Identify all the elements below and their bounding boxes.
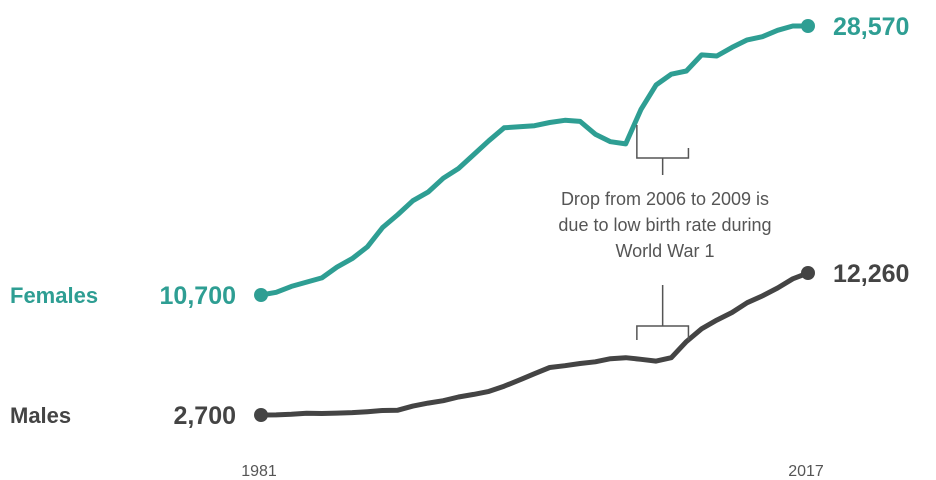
females-start-value: 10,700 bbox=[160, 282, 236, 310]
series-layer bbox=[254, 19, 815, 422]
x-tick-label-end: 2017 bbox=[788, 463, 824, 480]
males-series-line bbox=[258, 270, 811, 418]
females-start-point bbox=[254, 288, 268, 302]
males-end-value: 12,260 bbox=[833, 260, 909, 288]
annotation-bracket-lower bbox=[636, 285, 690, 340]
annotation-line: World War 1 bbox=[615, 241, 714, 261]
females-end-value: 28,570 bbox=[833, 13, 909, 41]
females-series-line bbox=[258, 23, 811, 298]
x-tick-label-start: 1981 bbox=[241, 463, 277, 480]
annotation-line: due to low birth rate during bbox=[558, 215, 771, 235]
males-end-point bbox=[801, 266, 815, 280]
females-end-point bbox=[801, 19, 815, 33]
annotation-line: Drop from 2006 to 2009 is bbox=[561, 189, 769, 209]
females-series-name: Females bbox=[10, 283, 98, 308]
males-start-value: 2,700 bbox=[173, 402, 236, 430]
label-layer: Females 10,700 28,570 Males 2,700 12,260 1981 2… bbox=[10, 13, 909, 480]
males-series-name: Males bbox=[10, 403, 71, 428]
annotation-note: Drop from 2006 to 2009 is due to low birt… bbox=[558, 189, 771, 261]
males-start-point bbox=[254, 408, 268, 422]
annotation-bracket-upper bbox=[636, 125, 690, 175]
